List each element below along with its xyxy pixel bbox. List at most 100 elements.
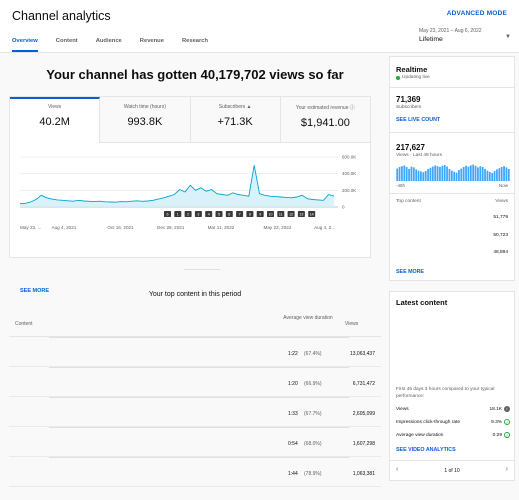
header: Channel analytics ADVANCED MODE Overview… (0, 0, 519, 53)
realtime-bar (422, 172, 425, 181)
realtime-bar (500, 167, 503, 181)
avg-duration-pct: (68.0%) (304, 441, 322, 447)
video-marker (184, 211, 192, 217)
realtime-bar (484, 169, 486, 181)
avg-duration: 1:44 (288, 471, 298, 477)
realtime-card: Realtime Updating live 71,369 Subscriber… (389, 56, 515, 281)
metrics-card: Views 40.2M Watch time (hours) 993.8K Su… (9, 96, 371, 294)
table-row[interactable]: 1:33 (67.7%) 2,605,099 (9, 397, 381, 427)
realtime-bar (496, 169, 498, 181)
chevron-right-icon[interactable]: › (505, 466, 508, 473)
divider (390, 87, 514, 88)
chevron-left-icon[interactable]: ‹ (396, 466, 399, 473)
realtime-views: 217,627 (396, 143, 425, 152)
tab-revenue[interactable]: Revenue (139, 38, 164, 44)
top-content-value: 51,779 (493, 215, 508, 220)
tab-audience[interactable]: Audience (95, 38, 122, 44)
page-title: Channel analytics (12, 9, 111, 23)
metric-tab-views[interactable]: Views 40.2M (10, 97, 101, 143)
video-marker (236, 211, 244, 217)
latest-content-title: Latest content (396, 298, 448, 307)
top-content-table: Content Average view duration Views 1:22… (9, 311, 381, 487)
metric-tab-revenue[interactable]: Your estimated revenue ⓘ $1,941.00 (280, 97, 370, 143)
metric-label: Views (48, 104, 62, 110)
date-range-text: May 23, 2021 – Aug 6, 2022 (419, 28, 482, 34)
tab-overview[interactable]: Overview (12, 38, 38, 52)
latest-content-card: Latest content First 45 days 3 hours com… (389, 291, 515, 481)
realtime-bar (424, 171, 427, 181)
realtime-bar (420, 171, 422, 181)
pager-label: 1 of 10 (444, 468, 460, 474)
video-marker-label: 5 (218, 213, 220, 217)
realtime-bar (398, 167, 401, 181)
avg-duration: 0:54 (288, 441, 298, 447)
video-marker-label: 8 (249, 213, 251, 217)
video-marker (297, 211, 305, 217)
realtime-bar (434, 165, 437, 181)
realtime-bar (462, 167, 465, 181)
realtime-bar (410, 166, 413, 181)
top-content-title: Your top content in this period (148, 291, 242, 298)
date-range-label: Lifetime (419, 36, 443, 43)
realtime-bar (503, 166, 505, 181)
see-more-realtime-button[interactable]: SEE MORE (396, 269, 424, 275)
metric-label: Views (396, 407, 409, 412)
table-row[interactable]: 1:22 (67.4%) 13,063,437 (9, 337, 381, 367)
top-content-value: 48,894 (493, 250, 508, 255)
realtime-bar (396, 168, 399, 181)
divider (390, 132, 514, 133)
realtime-bar-chart (396, 164, 510, 181)
avg-duration: 1:33 (288, 411, 298, 417)
table-row[interactable]: 1:20 (66.9%) 6,731,472 (9, 367, 381, 397)
col-views: Views (345, 321, 359, 327)
main-content: Your channel has gotten 40,179,702 views… (9, 53, 381, 487)
metric-label: Subscribers (218, 104, 246, 110)
realtime-bar (415, 169, 418, 181)
video-marker (246, 211, 254, 217)
views-area (20, 165, 334, 207)
check-icon: ✓ (504, 432, 510, 438)
metric-value: $1,941.00 (300, 117, 350, 129)
realtime-bar (469, 165, 472, 181)
date-range-selector[interactable]: May 23, 2021 – Aug 6, 2022 Lifetime ▼ (419, 28, 511, 43)
realtime-bar (446, 166, 448, 181)
video-marker-label: 6 (167, 213, 169, 217)
realtime-bar (474, 165, 477, 181)
metric-tab-subscribers[interactable]: Subscribers ▲ +71.3K (190, 97, 281, 143)
tab-content[interactable]: Content (55, 38, 78, 44)
warning-icon: ▲ (246, 104, 252, 110)
realtime-bar (408, 169, 410, 181)
video-marker-label: 10 (269, 213, 273, 217)
video-marker (287, 211, 295, 217)
tabs: Overview Content Audience Revenue Resear… (12, 38, 226, 52)
see-video-analytics-button[interactable]: SEE VIDEO ANALYTICS (396, 447, 456, 453)
video-marker-label: 14 (310, 213, 314, 217)
video-marker (267, 211, 274, 217)
video-marker-label: 6 (228, 213, 230, 217)
x-tick-label: May 23, 2022 (264, 225, 292, 230)
top-content-value: 50,723 (493, 233, 508, 238)
realtime-bar (417, 170, 420, 181)
realtime-subscribers-label: Subscribers (396, 105, 422, 110)
table-row[interactable]: 0:54 (68.0%) 1,607,298 (9, 427, 381, 457)
table-row[interactable]: 1:44 (78.9%) 1,063,381 (9, 457, 381, 487)
avg-duration-pct: (67.4%) (304, 351, 322, 357)
realtime-bar (441, 165, 444, 181)
metric-label: Average view duration (396, 433, 444, 438)
realtime-bar (403, 165, 406, 181)
metric-label: Watch time (hours) (123, 104, 166, 110)
see-more-button[interactable]: SEE MORE (20, 288, 50, 294)
video-marker (225, 211, 233, 217)
x-tick-label: Aug 4, 2021 (52, 225, 77, 230)
see-live-count-button[interactable]: SEE LIVE COUNT (396, 117, 441, 123)
metric-tab-watch-time[interactable]: Watch time (hours) 993.8K (100, 97, 191, 143)
video-marker-label: 4 (208, 213, 210, 217)
check-icon: ✓ (504, 419, 510, 425)
advanced-mode-button[interactable]: ADVANCED MODE (446, 10, 507, 17)
tab-research[interactable]: Research (181, 38, 209, 44)
realtime-subscribers: 71,369 (396, 95, 421, 104)
x-tick-label: Aug 4, 2... (314, 225, 335, 230)
realtime-bar (467, 166, 470, 181)
video-marker (174, 211, 182, 217)
